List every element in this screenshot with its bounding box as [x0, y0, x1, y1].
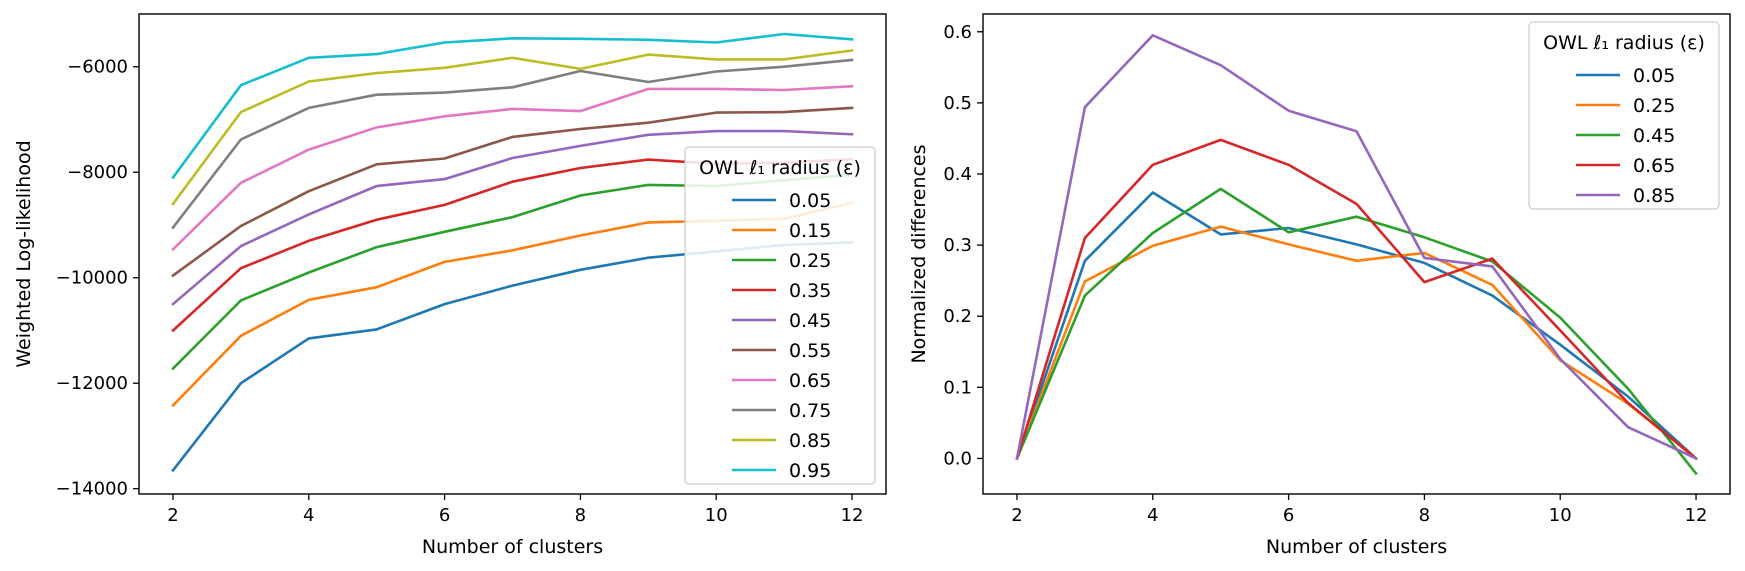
series-line-0-55 — [171, 106, 854, 278]
legend-label: 0.35 — [789, 280, 831, 302]
legend-entry: 0.25 — [732, 250, 831, 272]
series-line-0-45 — [1015, 187, 1698, 476]
y-axis-label: Weighted Log-likelihood — [13, 140, 35, 367]
legend-label: 0.75 — [789, 400, 831, 422]
legend-label: 0.25 — [789, 250, 831, 272]
plot-frame — [982, 13, 1731, 495]
legend-entry: 0.45 — [732, 310, 831, 332]
y-tick-label: 0.0 — [943, 448, 972, 469]
legend-entry: 0.75 — [732, 400, 831, 422]
legend-label: 0.25 — [1633, 95, 1675, 117]
y-tick-label: −14000 — [56, 479, 128, 500]
legend-label: 0.85 — [789, 430, 831, 452]
x-tick-label: 2 — [1011, 505, 1022, 526]
y-axis: 0.0 0.1 0.2 0.3 0.4 0.5 0.6 — [943, 22, 983, 469]
legend-label: 0.15 — [789, 220, 831, 242]
x-axis-label: Number of clusters — [422, 536, 603, 558]
legend-title: OWL ℓ₁ radius (ε) — [1543, 32, 1705, 54]
legend-entry: 0.55 — [732, 340, 831, 362]
legend-entry: 0.35 — [732, 280, 831, 302]
x-tick-label: 8 — [1419, 505, 1430, 526]
legend-entry: 0.25 — [1576, 95, 1675, 117]
legend-entry: 0.65 — [1576, 155, 1675, 177]
y-axis: −14000 −12000 −10000 −8000 −6000 — [56, 57, 139, 500]
x-tick-label: 6 — [1283, 505, 1294, 526]
x-tick-label: 4 — [303, 505, 314, 526]
chart-panel-1: 2 4 6 8 10 12 −14000 −12000 −10000 −8000 −6000 Numb… — [13, 13, 887, 558]
legend: OWL ℓ₁ radius (ε) 0.05 0.15 0.25 0.35 0.45 0.5… — [684, 146, 876, 485]
x-tick-label: 12 — [1685, 505, 1708, 526]
series-line-0-45 — [171, 129, 854, 306]
y-tick-label: 0.1 — [943, 377, 972, 398]
y-tick-label: 0.4 — [943, 164, 972, 185]
legend-entry: 0.65 — [732, 370, 831, 392]
legend-label: 0.95 — [789, 460, 831, 482]
x-tick-label: 8 — [575, 505, 586, 526]
legend-entry: 0.15 — [732, 220, 831, 242]
legend-label: 0.65 — [789, 370, 831, 392]
y-tick-label: 0.6 — [943, 22, 972, 43]
y-tick-label: −12000 — [56, 373, 128, 394]
x-tick-label: 10 — [1549, 505, 1572, 526]
series-group — [171, 32, 854, 473]
legend-entry: 0.05 — [732, 190, 831, 212]
y-axis-label: Normalized differences — [908, 144, 930, 363]
legend-entry: 0.85 — [732, 430, 831, 452]
legend-entry: 0.85 — [1576, 185, 1675, 207]
x-tick-label: 12 — [841, 505, 864, 526]
legend-label: 0.05 — [789, 190, 831, 212]
series-line-0-75 — [171, 58, 854, 230]
series-line-0-95 — [171, 32, 854, 180]
x-tick-label: 2 — [167, 505, 178, 526]
legend: OWL ℓ₁ radius (ε) 0.05 0.25 0.45 0.65 0.85 — [1528, 21, 1720, 210]
series-line-0-05 — [1015, 191, 1698, 461]
x-axis: 2 4 6 8 10 12 — [167, 494, 863, 526]
legend-label: 0.85 — [1633, 185, 1675, 207]
y-tick-label: −6000 — [67, 57, 128, 78]
legend-label: 0.55 — [789, 340, 831, 362]
legend-label: 0.65 — [1633, 155, 1675, 177]
x-axis: 2 4 6 8 10 12 — [1011, 494, 1707, 526]
y-tick-label: −8000 — [67, 162, 128, 183]
x-tick-label: 10 — [705, 505, 728, 526]
legend-label: 0.45 — [789, 310, 831, 332]
legend-title: OWL ℓ₁ radius (ε) — [699, 157, 861, 179]
y-tick-label: −10000 — [56, 268, 128, 289]
y-tick-label: 0.3 — [943, 235, 972, 256]
y-tick-label: 0.2 — [943, 306, 972, 327]
series-group — [1015, 33, 1698, 476]
series-line-0-65 — [171, 84, 854, 252]
chart-panel-2: 2 4 6 8 10 12 0.0 0.1 0.2 0.3 0.4 0.5 0.6 Number of c… — [908, 13, 1731, 558]
legend-entry: 0.05 — [1576, 65, 1675, 87]
legend-label: 0.05 — [1633, 65, 1675, 87]
legend-entry: 0.95 — [732, 460, 831, 482]
x-axis-label: Number of clusters — [1266, 536, 1447, 558]
series-line-0-85 — [171, 48, 854, 206]
legend-entry: 0.45 — [1576, 125, 1675, 147]
x-tick-label: 6 — [439, 505, 450, 526]
series-line-0-25 — [1015, 225, 1698, 461]
legend-box — [684, 146, 876, 485]
series-line-0-65 — [1015, 138, 1698, 461]
x-tick-label: 4 — [1147, 505, 1158, 526]
legend-box — [1528, 21, 1720, 210]
plot-frame — [138, 13, 887, 495]
series-line-0-85 — [1015, 33, 1698, 461]
y-tick-label: 0.5 — [943, 93, 972, 114]
legend-label: 0.45 — [1633, 125, 1675, 147]
